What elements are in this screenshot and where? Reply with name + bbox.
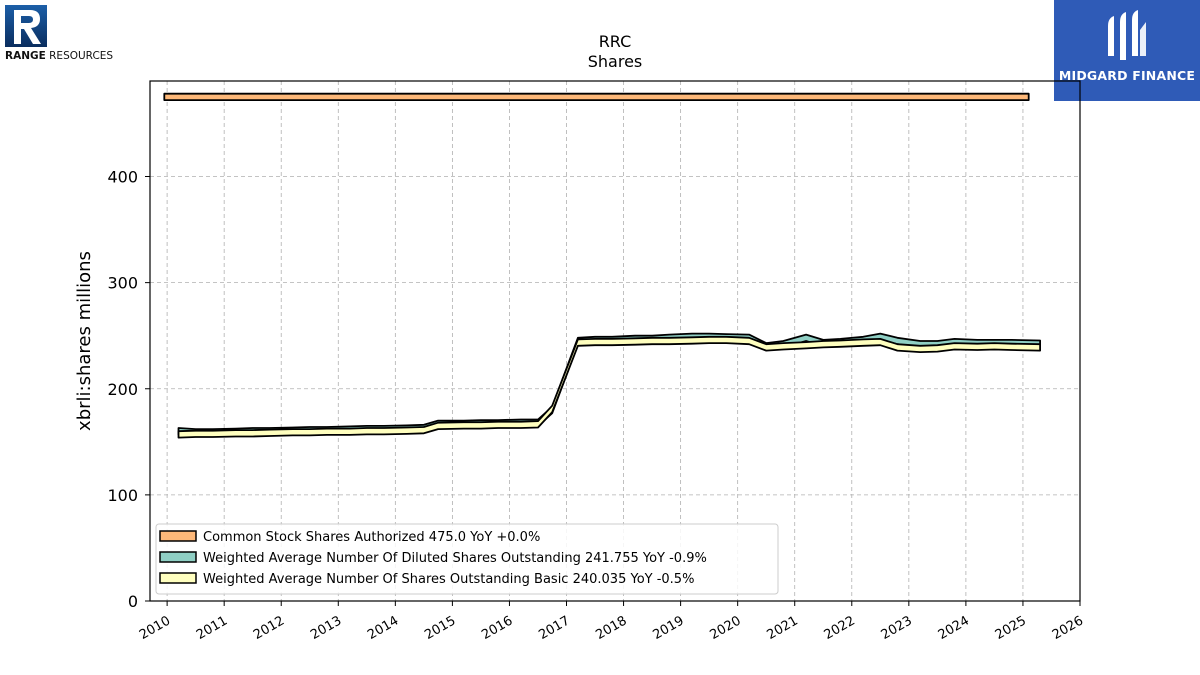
range-resources-wordmark: RANGE RESOURCES [5,50,114,62]
series-band-1 [163,92,1030,101]
midgard-logo-mark [1108,10,1146,60]
series-band-3 [177,335,1041,439]
x-tick-label: 2011 [194,613,230,643]
legend-swatch [159,551,197,563]
x-tick-label: 2023 [879,613,915,643]
plot-frame [149,80,1081,602]
y-tick-label: 0 [128,592,138,611]
x-tick-label: 2014 [365,613,401,643]
chart-title: RRC [599,32,632,51]
x-tick-label: 2019 [650,613,686,643]
x-tick-label: 2024 [936,613,972,643]
x-tick-label: 2015 [422,613,458,643]
x-tick-label: 2013 [308,613,344,643]
legend-swatch [159,530,197,542]
legend-label: Weighted Average Number Of Diluted Share… [203,551,707,566]
legend-label: Weighted Average Number Of Shares Outsta… [203,572,694,587]
y-tick-label: 100 [107,486,138,505]
y-tick-label: 200 [107,380,138,399]
midgard-finance-wordmark: MIDGARD FINANCE [1058,68,1196,83]
y-tick-label: 300 [107,274,138,293]
x-tick-label: 2010 [137,613,173,643]
x-tick-label: 2018 [593,613,629,643]
y-tick-label: 400 [107,168,138,187]
range-resources-logo-mark [5,5,47,47]
x-tick-label: 2012 [251,613,287,643]
legend-swatch [159,572,197,584]
x-tick-label: 2016 [479,613,515,643]
legend: Common Stock Shares Authorized 475.0 YoY… [155,523,779,595]
series-layer [163,92,1041,439]
x-tick-label: 2021 [765,613,801,643]
legend-label: Common Stock Shares Authorized 475.0 YoY… [203,530,540,545]
legend-box [155,523,779,595]
x-tick-label: 2020 [708,613,744,643]
y-axis-label: xbrli:shares millions [74,251,95,431]
range-resources-logo: RANGE RESOURCES [4,4,124,66]
midgard-finance-logo: MIDGARD FINANCE [1054,0,1200,101]
x-tick-label: 2022 [822,613,858,643]
x-tick-label: 2025 [993,613,1029,643]
x-tick-label: 2026 [1050,613,1086,643]
x-tick-label: 2017 [536,613,572,643]
chart-subtitle: Shares [588,52,643,71]
